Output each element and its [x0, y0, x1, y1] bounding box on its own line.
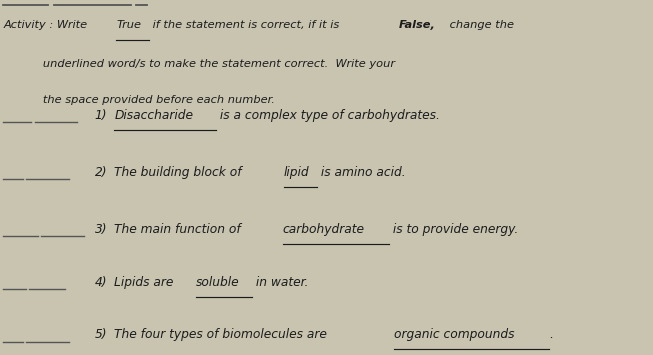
Text: Activity : Write: Activity : Write — [3, 20, 91, 31]
Text: 5): 5) — [95, 328, 107, 341]
Text: .: . — [549, 328, 553, 341]
Text: 3): 3) — [95, 223, 107, 235]
Text: False,: False, — [399, 20, 436, 31]
Text: lipid: lipid — [284, 166, 310, 179]
Text: The main function of: The main function of — [114, 223, 245, 235]
Text: Lipids are: Lipids are — [114, 276, 178, 289]
Text: underlined word/s to make the statement correct.  Write your: underlined word/s to make the statement … — [3, 59, 395, 70]
Text: 1): 1) — [95, 109, 107, 122]
Text: 2): 2) — [95, 166, 107, 179]
Text: in water.: in water. — [252, 276, 309, 289]
Text: is to provide energy.: is to provide energy. — [389, 223, 518, 235]
Text: change the: change the — [447, 20, 515, 31]
Text: is a complex type of carbohydrates.: is a complex type of carbohydrates. — [216, 109, 440, 122]
Text: carbohydrate: carbohydrate — [283, 223, 365, 235]
Text: 4): 4) — [95, 276, 107, 289]
Text: organic compounds: organic compounds — [394, 328, 515, 341]
Text: the space provided before each number.: the space provided before each number. — [3, 95, 275, 105]
Text: Disaccharide: Disaccharide — [114, 109, 193, 122]
Text: is amino acid.: is amino acid. — [317, 166, 406, 179]
Text: The four types of biomolecules are: The four types of biomolecules are — [114, 328, 331, 341]
Text: if the statement is correct, if it is: if the statement is correct, if it is — [149, 20, 343, 31]
Text: soluble: soluble — [196, 276, 240, 289]
Text: True: True — [116, 20, 142, 31]
Text: The building block of: The building block of — [114, 166, 246, 179]
